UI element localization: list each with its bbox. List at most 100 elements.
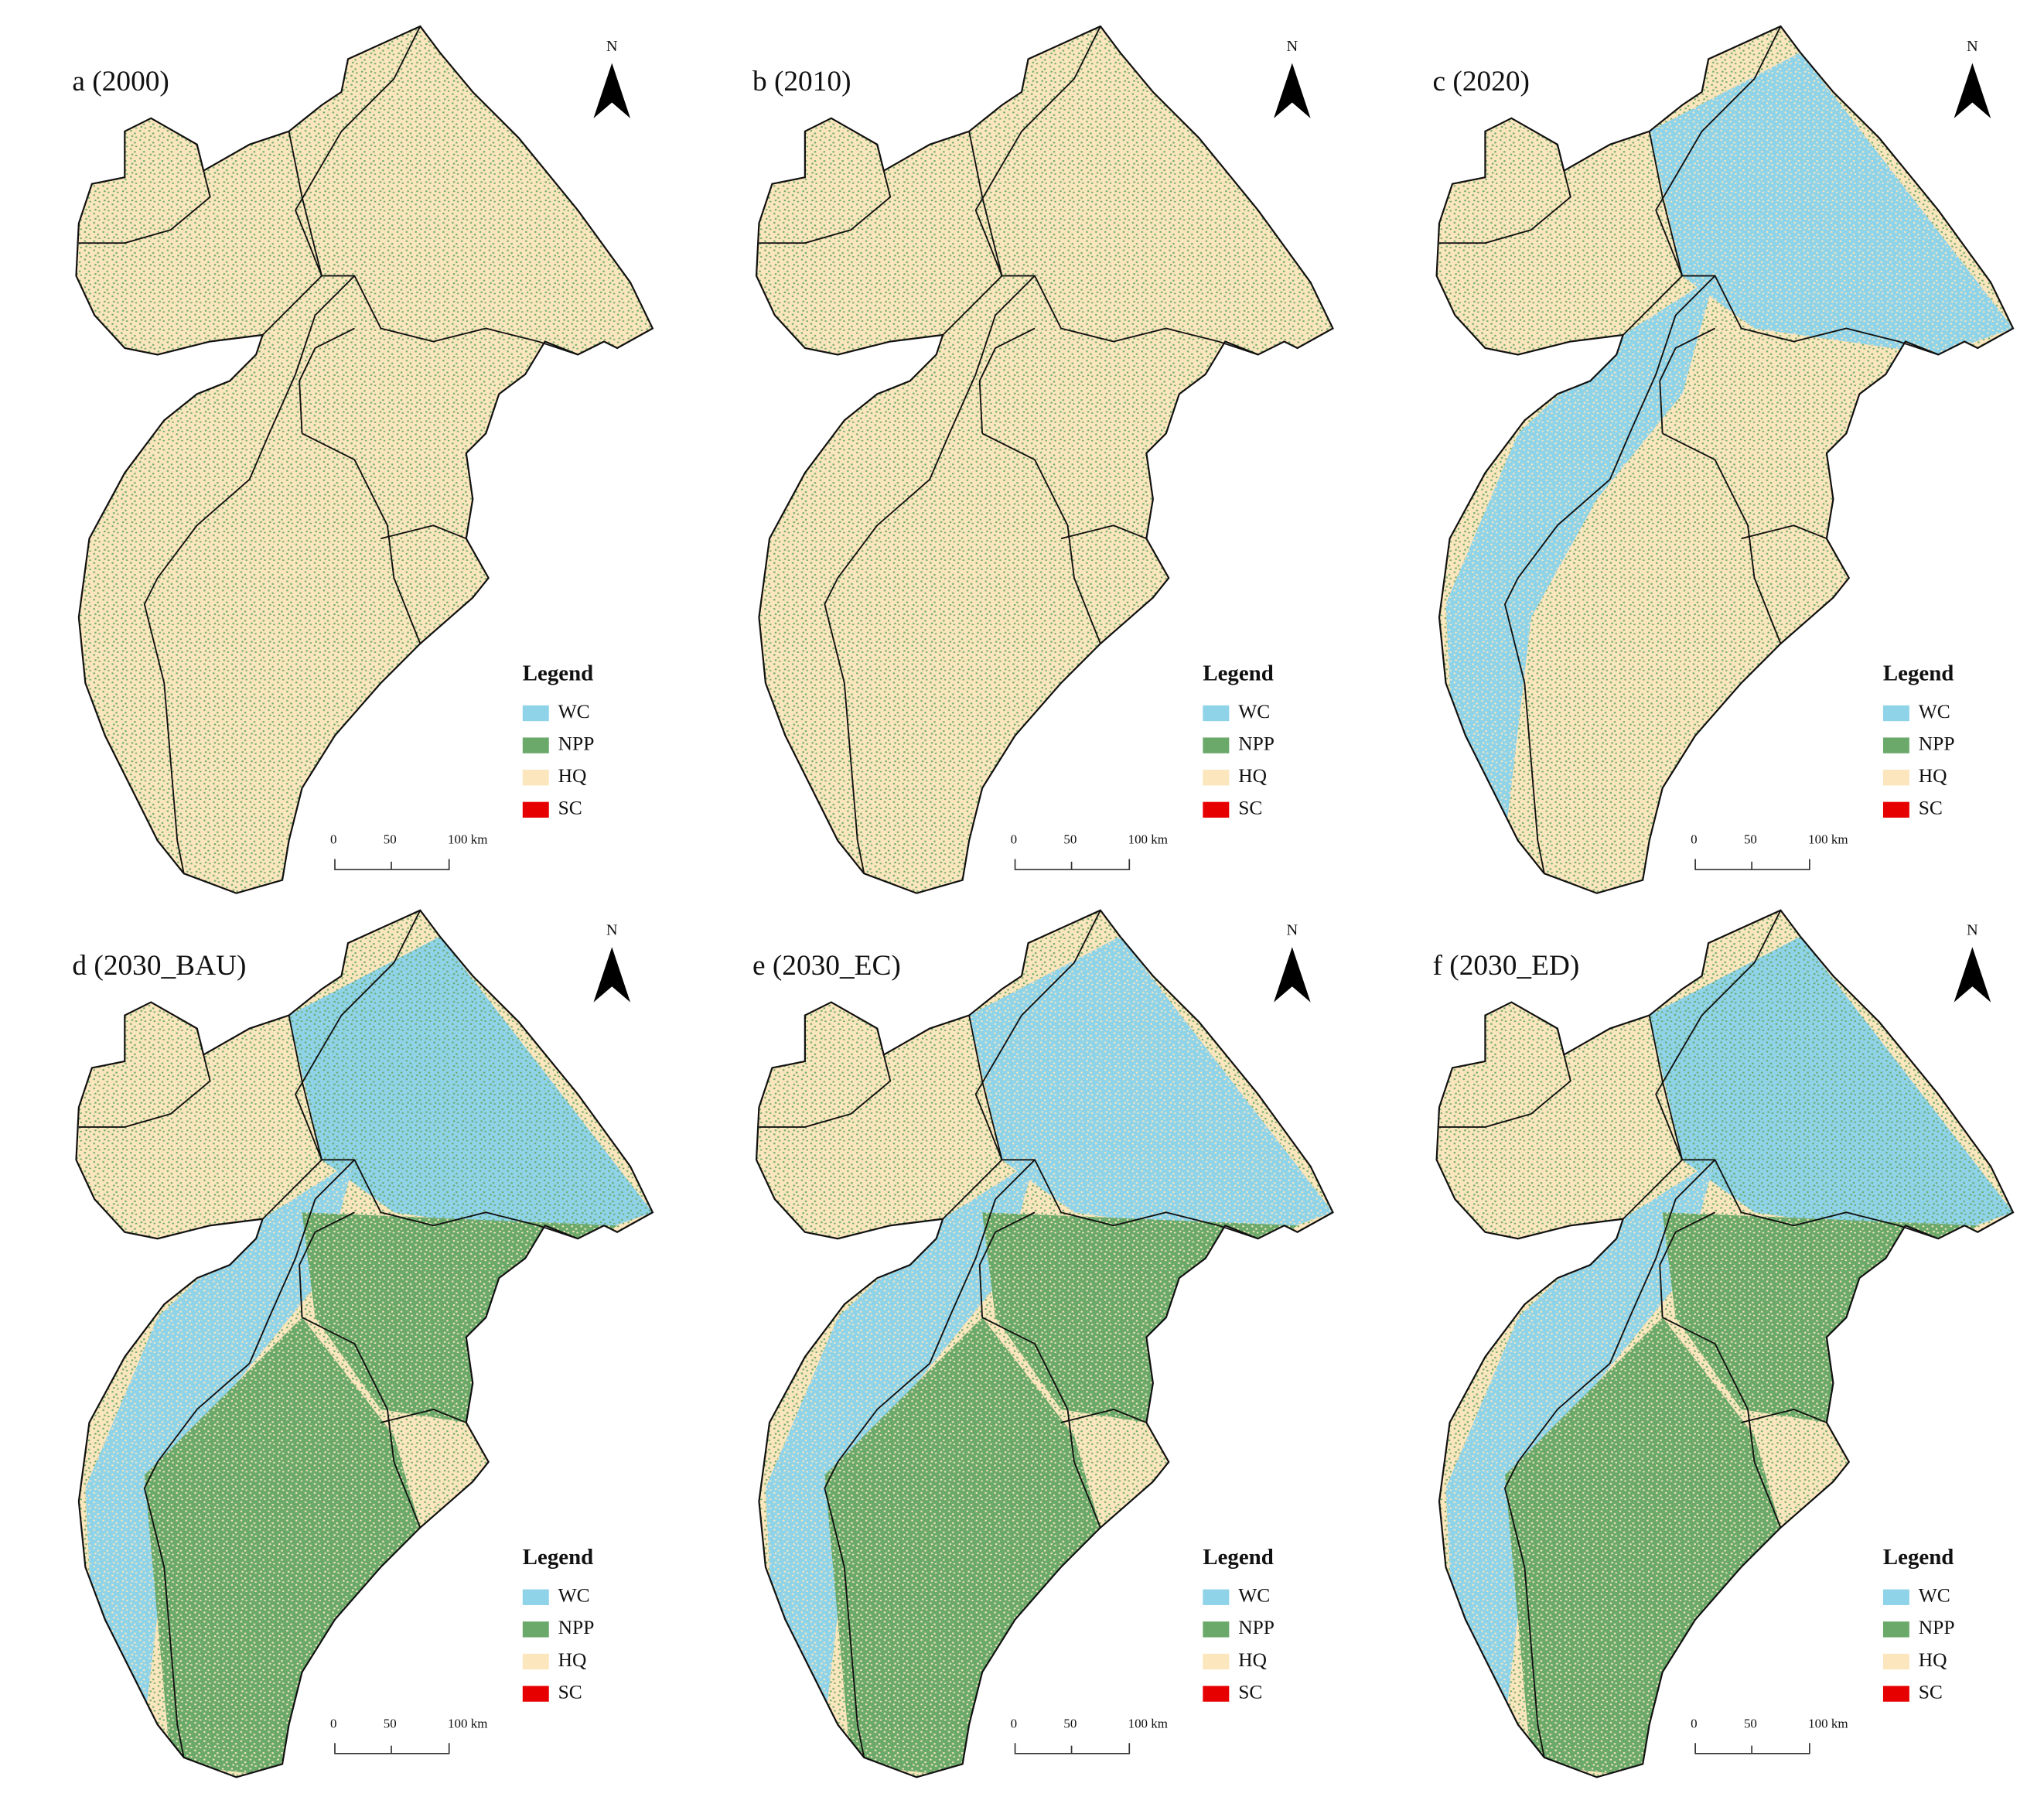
scale-label: 50: [1063, 1716, 1077, 1730]
region-outline: [755, 909, 1334, 1778]
legend-title: Legend: [1203, 661, 1273, 685]
legend-swatch: [1882, 737, 1909, 753]
scale-label: 100 km: [1128, 832, 1168, 847]
legend-label: WC: [1919, 1584, 1950, 1607]
map-zone: [1504, 1317, 1781, 1778]
legend-swatch: [1882, 1589, 1909, 1605]
map-panel: f (2030_ED) N Legend WC NPP HQ SC 0 50 100 km: [1433, 909, 2015, 1778]
panel-label: a (2000): [72, 66, 169, 97]
province-border: [1503, 1159, 1716, 1758]
legend-title: Legend: [523, 1545, 593, 1570]
map: [76, 26, 653, 893]
province-border: [824, 275, 1036, 874]
province-border: [981, 432, 1101, 644]
legend-swatch: [1203, 1686, 1230, 1702]
legend-swatch: [1882, 801, 1909, 818]
legend-swatch: [1203, 1653, 1230, 1670]
province-border: [974, 910, 1258, 1240]
province-border: [299, 327, 355, 434]
north-arrow: [1954, 63, 1991, 118]
map-zone: [969, 936, 1333, 1239]
map-panel: b (2010) N Legend WC NPP HQ SC 0 50 100 km: [752, 25, 1334, 894]
north-arrow: [593, 947, 631, 1003]
region-outline: [1435, 909, 2015, 1778]
province-border: [78, 144, 211, 244]
scale-label: 50: [1063, 832, 1077, 847]
province-border: [78, 1028, 211, 1128]
province-border: [295, 910, 578, 1240]
province-border: [981, 1317, 1101, 1529]
map-panel: c (2020) N Legend WC NPP HQ SC 0 50 100 km: [1433, 25, 2015, 894]
north-label: N: [1286, 38, 1298, 55]
province-border: [978, 327, 1036, 434]
legend-swatch: [1203, 770, 1230, 786]
legend-title: Legend: [523, 661, 593, 685]
map-zone: [288, 936, 653, 1239]
legend-swatch: [522, 1686, 549, 1702]
legend-swatch: [522, 737, 549, 753]
region-outline: [75, 25, 654, 894]
legend-label: SC: [1919, 1680, 1943, 1703]
legend-swatch: [1882, 1686, 1909, 1702]
scale-label: 100 km: [448, 1716, 487, 1730]
province-border: [302, 1317, 421, 1529]
province-border: [1741, 1408, 1827, 1423]
province-border: [1659, 1211, 1716, 1318]
legend-swatch: [1203, 1621, 1230, 1638]
legend-swatch: [1882, 1653, 1909, 1670]
province-border: [380, 524, 467, 540]
legend-label: WC: [558, 1584, 590, 1607]
north-arrow: [1274, 63, 1311, 118]
legend-label: SC: [558, 797, 582, 819]
scale-label: 100 km: [1808, 1716, 1848, 1730]
panel-label: f (2030_ED): [1433, 950, 1580, 982]
scale-label: 0: [1691, 1716, 1697, 1730]
legend-label: NPP: [1919, 732, 1955, 754]
legend-swatch: [522, 1589, 549, 1605]
north-label: N: [1967, 922, 1978, 939]
legend-swatch: [522, 1653, 549, 1670]
map-zone: [1649, 52, 2014, 355]
map-base: [76, 26, 653, 893]
scale-label: 0: [1691, 832, 1697, 847]
map: [76, 910, 653, 1778]
legend-label: NPP: [1919, 1616, 1955, 1638]
legend-swatch: [1203, 737, 1230, 753]
map-zone: [144, 1317, 421, 1778]
legend-label: NPP: [558, 1616, 595, 1638]
panel-label: e (2030_EC): [752, 950, 901, 982]
map-panel: d (2030_BAU) N Legend WC NPP HQ SC 0 50 100 km: [72, 909, 654, 1778]
province-border: [1659, 327, 1716, 434]
legend-label: SC: [1238, 797, 1262, 819]
legend-label: HQ: [1919, 1648, 1947, 1671]
province-border: [143, 275, 356, 874]
legend-swatch: [1203, 705, 1230, 722]
map-zone: [1649, 936, 2014, 1239]
scale-label: 100 km: [1128, 1716, 1168, 1730]
province-border: [759, 1028, 892, 1128]
legend-swatch: [522, 801, 549, 818]
region-outline: [75, 909, 654, 1778]
legend-swatch: [1203, 1589, 1230, 1605]
legend-title: Legend: [1883, 1545, 1954, 1570]
map-zone: [765, 1160, 1036, 1725]
province-border: [824, 1159, 1036, 1758]
north-arrow: [1954, 947, 1991, 1003]
legend-label: HQ: [1238, 764, 1267, 787]
province-border: [380, 1408, 467, 1423]
scale-label: 0: [1011, 1716, 1017, 1730]
legend-label: SC: [1919, 797, 1943, 819]
legend-label: NPP: [1238, 1616, 1275, 1638]
legend-swatch: [1882, 1621, 1909, 1638]
north-label: N: [1286, 922, 1298, 939]
province-border: [1439, 144, 1571, 244]
legend-swatch: [522, 705, 549, 722]
legend-label: WC: [1238, 1584, 1270, 1607]
province-border: [143, 1159, 356, 1758]
scale-label: 0: [330, 1716, 336, 1730]
region-outline: [755, 25, 1334, 894]
map-zone: [824, 1317, 1100, 1778]
scale-label: 50: [1744, 832, 1757, 847]
